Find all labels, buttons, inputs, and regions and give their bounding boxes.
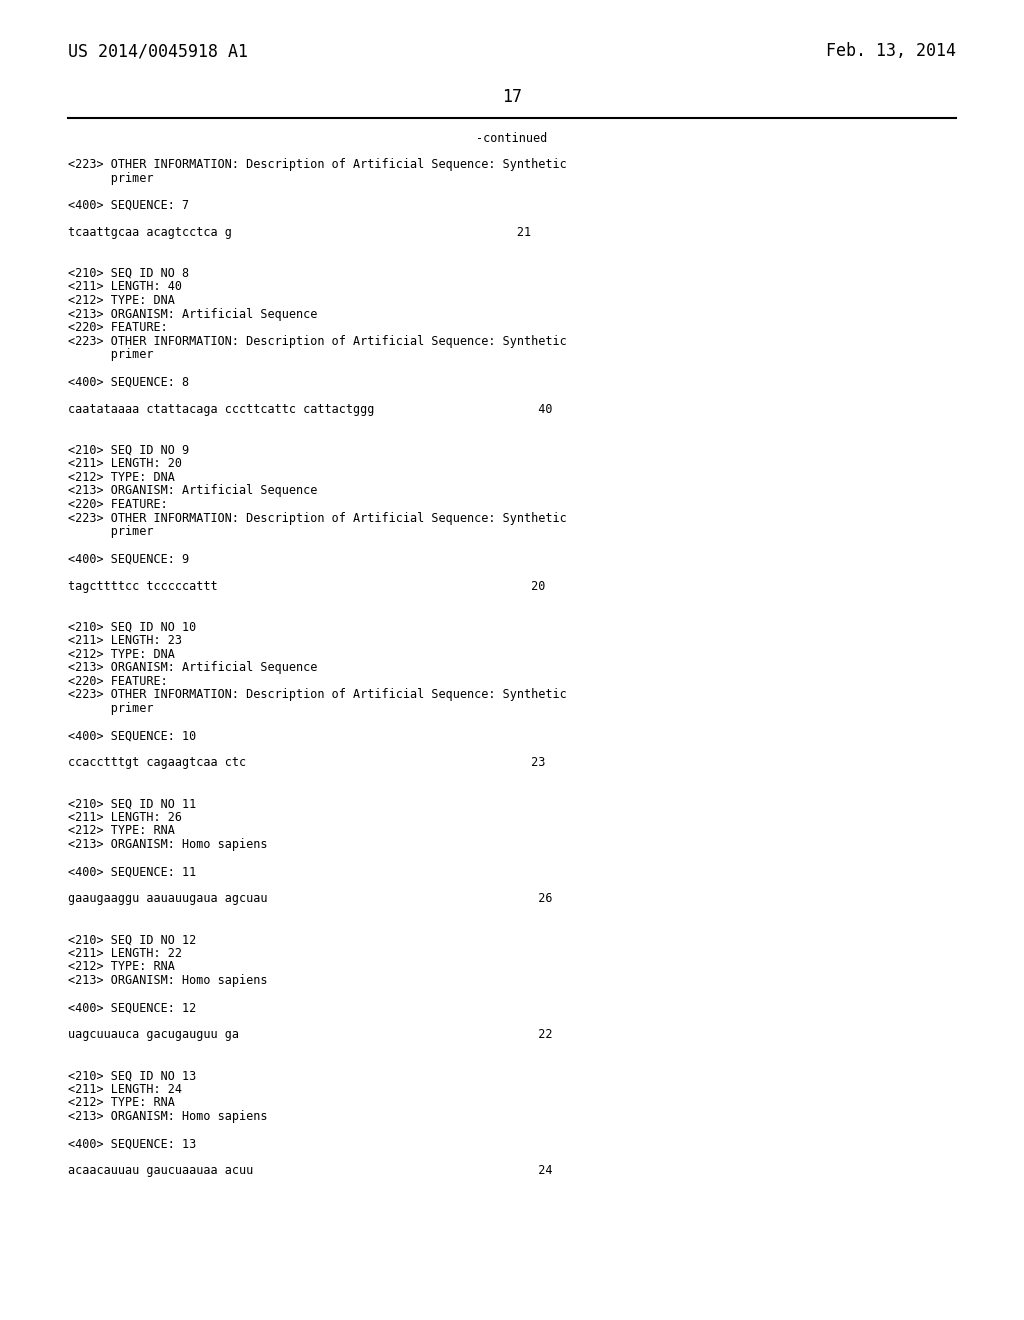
- Text: Feb. 13, 2014: Feb. 13, 2014: [826, 42, 956, 59]
- Text: <211> LENGTH: 23: <211> LENGTH: 23: [68, 634, 182, 647]
- Text: <223> OTHER INFORMATION: Description of Artificial Sequence: Synthetic: <223> OTHER INFORMATION: Description of …: [68, 689, 566, 701]
- Text: <210> SEQ ID NO 8: <210> SEQ ID NO 8: [68, 267, 189, 280]
- Text: caatataaaa ctattacaga cccttcattc cattactggg                       40: caatataaaa ctattacaga cccttcattc cattact…: [68, 403, 553, 416]
- Text: <223> OTHER INFORMATION: Description of Artificial Sequence: Synthetic: <223> OTHER INFORMATION: Description of …: [68, 512, 566, 524]
- Text: -continued: -continued: [476, 132, 548, 145]
- Text: <210> SEQ ID NO 12: <210> SEQ ID NO 12: [68, 933, 197, 946]
- Text: <212> TYPE: DNA: <212> TYPE: DNA: [68, 648, 175, 660]
- Text: primer: primer: [68, 702, 154, 715]
- Text: primer: primer: [68, 172, 154, 185]
- Text: <211> LENGTH: 20: <211> LENGTH: 20: [68, 457, 182, 470]
- Text: primer: primer: [68, 348, 154, 362]
- Text: <213> ORGANISM: Homo sapiens: <213> ORGANISM: Homo sapiens: [68, 974, 267, 987]
- Text: <211> LENGTH: 40: <211> LENGTH: 40: [68, 280, 182, 293]
- Text: <223> OTHER INFORMATION: Description of Artificial Sequence: Synthetic: <223> OTHER INFORMATION: Description of …: [68, 335, 566, 347]
- Text: <210> SEQ ID NO 10: <210> SEQ ID NO 10: [68, 620, 197, 634]
- Text: primer: primer: [68, 525, 154, 539]
- Text: US 2014/0045918 A1: US 2014/0045918 A1: [68, 42, 248, 59]
- Text: <212> TYPE: RNA: <212> TYPE: RNA: [68, 1097, 175, 1109]
- Text: <212> TYPE: DNA: <212> TYPE: DNA: [68, 471, 175, 484]
- Text: <212> TYPE: RNA: <212> TYPE: RNA: [68, 961, 175, 973]
- Text: <210> SEQ ID NO 13: <210> SEQ ID NO 13: [68, 1069, 197, 1082]
- Text: <220> FEATURE:: <220> FEATURE:: [68, 321, 168, 334]
- Text: 17: 17: [502, 88, 522, 106]
- Text: <213> ORGANISM: Homo sapiens: <213> ORGANISM: Homo sapiens: [68, 1110, 267, 1123]
- Text: <213> ORGANISM: Artificial Sequence: <213> ORGANISM: Artificial Sequence: [68, 661, 317, 675]
- Text: <211> LENGTH: 24: <211> LENGTH: 24: [68, 1082, 182, 1096]
- Text: <212> TYPE: DNA: <212> TYPE: DNA: [68, 294, 175, 308]
- Text: <400> SEQUENCE: 11: <400> SEQUENCE: 11: [68, 865, 197, 878]
- Text: <223> OTHER INFORMATION: Description of Artificial Sequence: Synthetic: <223> OTHER INFORMATION: Description of …: [68, 158, 566, 172]
- Text: <400> SEQUENCE: 12: <400> SEQUENCE: 12: [68, 1001, 197, 1014]
- Text: <220> FEATURE:: <220> FEATURE:: [68, 675, 168, 688]
- Text: acaacauuau gaucuaauaa acuu                                        24: acaacauuau gaucuaauaa acuu 24: [68, 1164, 553, 1177]
- Text: <400> SEQUENCE: 8: <400> SEQUENCE: 8: [68, 376, 189, 388]
- Text: <213> ORGANISM: Homo sapiens: <213> ORGANISM: Homo sapiens: [68, 838, 267, 851]
- Text: tcaattgcaa acagtcctca g                                        21: tcaattgcaa acagtcctca g 21: [68, 226, 531, 239]
- Text: tagcttttcc tcccccattt                                            20: tagcttttcc tcccccattt 20: [68, 579, 546, 593]
- Text: gaaugaaggu aauauugaua agcuau                                      26: gaaugaaggu aauauugaua agcuau 26: [68, 892, 553, 906]
- Text: ccacctttgt cagaagtcaa ctc                                        23: ccacctttgt cagaagtcaa ctc 23: [68, 756, 546, 770]
- Text: <211> LENGTH: 22: <211> LENGTH: 22: [68, 946, 182, 960]
- Text: <400> SEQUENCE: 9: <400> SEQUENCE: 9: [68, 552, 189, 565]
- Text: <213> ORGANISM: Artificial Sequence: <213> ORGANISM: Artificial Sequence: [68, 484, 317, 498]
- Text: <213> ORGANISM: Artificial Sequence: <213> ORGANISM: Artificial Sequence: [68, 308, 317, 321]
- Text: uagcuuauca gacugauguu ga                                          22: uagcuuauca gacugauguu ga 22: [68, 1028, 553, 1041]
- Text: <211> LENGTH: 26: <211> LENGTH: 26: [68, 810, 182, 824]
- Text: <212> TYPE: RNA: <212> TYPE: RNA: [68, 825, 175, 837]
- Text: <400> SEQUENCE: 13: <400> SEQUENCE: 13: [68, 1138, 197, 1150]
- Text: <220> FEATURE:: <220> FEATURE:: [68, 498, 168, 511]
- Text: <210> SEQ ID NO 11: <210> SEQ ID NO 11: [68, 797, 197, 810]
- Text: <210> SEQ ID NO 9: <210> SEQ ID NO 9: [68, 444, 189, 457]
- Text: <400> SEQUENCE: 7: <400> SEQUENCE: 7: [68, 199, 189, 211]
- Text: <400> SEQUENCE: 10: <400> SEQUENCE: 10: [68, 729, 197, 742]
